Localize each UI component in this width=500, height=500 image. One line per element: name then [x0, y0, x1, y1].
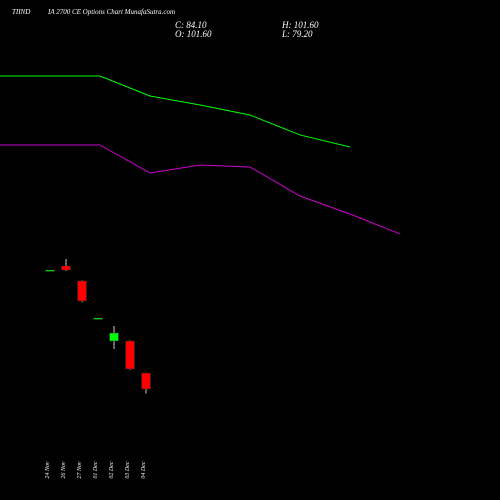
- candle-body: [109, 332, 119, 342]
- x-tick-label: 04 Dec: [140, 461, 147, 478]
- candle-body: [125, 340, 135, 370]
- chart-title: TIIND: [12, 8, 30, 16]
- candle-body: [45, 269, 55, 272]
- x-tick-label: 24 Nov: [44, 461, 51, 479]
- chart-subtitle: IA 2700 CE Options Chart MunafaSutra.com: [47, 8, 175, 16]
- candle-body: [61, 265, 71, 271]
- candle-body: [141, 372, 151, 390]
- ohlc-close: C: 84.10: [175, 20, 207, 30]
- moving-average-line: [0, 75, 351, 148]
- moving-average-line: [0, 144, 401, 235]
- x-tick-label: 26 Nov: [61, 461, 67, 479]
- candle-body: [77, 280, 87, 302]
- ohlc-open: O: 101.60: [175, 29, 212, 39]
- x-tick-label: 01 Dec: [93, 461, 99, 478]
- x-tick-label: 27 Nov: [77, 461, 83, 479]
- candle-body: [93, 317, 103, 320]
- x-tick-label: 02 Dec: [109, 461, 115, 478]
- ohlc-high: H: 101.60: [281, 20, 319, 30]
- ohlc-low: L: 79.20: [281, 29, 313, 39]
- x-tick-label: 03 Dec: [125, 461, 131, 478]
